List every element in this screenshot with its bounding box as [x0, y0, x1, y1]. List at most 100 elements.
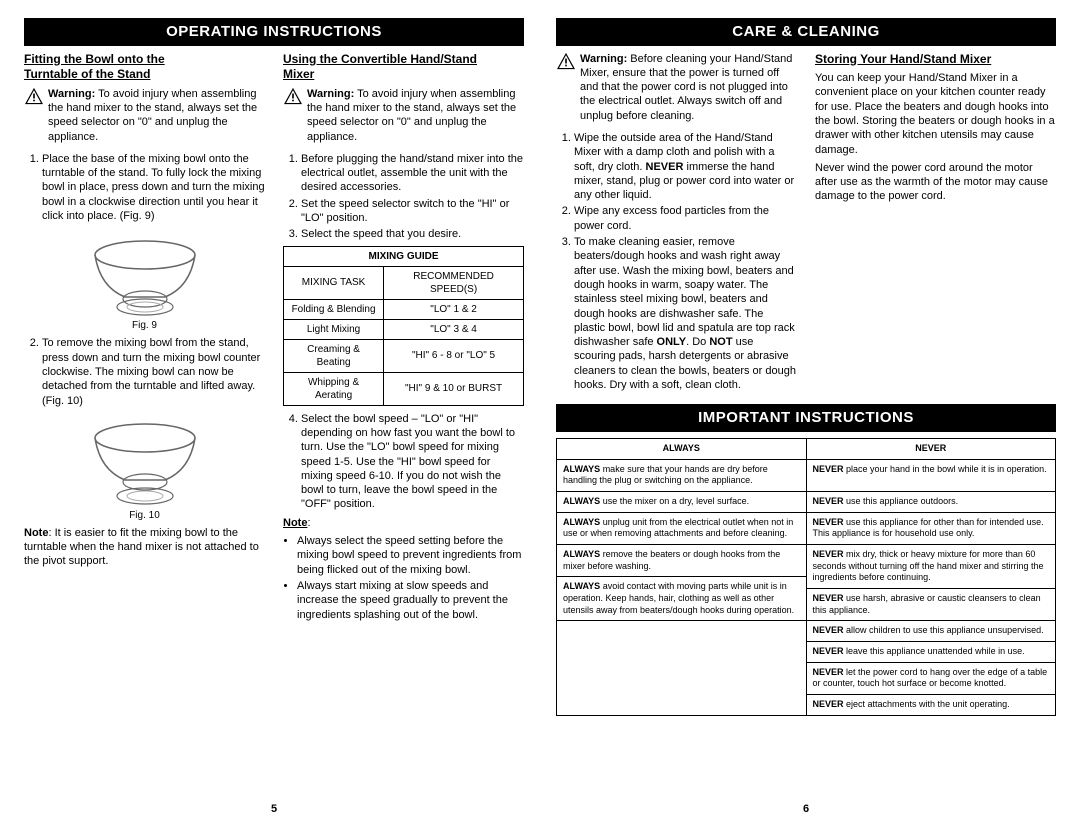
important-instructions-header: IMPORTANT INSTRUCTIONS [556, 404, 1056, 432]
mixguide-h1: MIXING TASK [284, 266, 384, 299]
never-8: NEVER let the power cord to hang over th… [806, 662, 1056, 694]
note-label: Note [24, 527, 48, 539]
heading-line2: Turntable of the Stand [24, 67, 150, 81]
always-5: ALWAYS avoid contact with moving parts w… [557, 577, 807, 621]
mixguide-r2a: Light Mixing [284, 319, 384, 339]
never-3: NEVER use this appliance for other than … [806, 512, 1056, 544]
cleaning-step-2: Wipe any excess food particles from the … [574, 204, 797, 233]
warning-text-2: Warning: To avoid injury when assembling… [307, 87, 524, 144]
using-step-1: Before plugging the hand/stand mixer int… [301, 152, 524, 195]
t: use this appliance outdoors. [844, 496, 959, 506]
warning-text-3: Warning: Before cleaning your Hand/Stand… [580, 52, 797, 123]
note-heading: Note [283, 517, 307, 529]
b: ALWAYS [563, 581, 600, 591]
b: ALWAYS [563, 517, 600, 527]
important-table: ALWAYS NEVER ALWAYS make sure that your … [556, 438, 1056, 716]
b: ALWAYS [563, 549, 600, 559]
mixguide-r3b: "HI" 6 - 8 or "LO" 5 [384, 339, 524, 372]
mixguide-r4b: "HI" 9 & 10 or BURST [384, 372, 524, 405]
using-step-4: Select the bowl speed – "LO" or "HI" dep… [301, 412, 524, 512]
warning-icon [556, 52, 576, 70]
b: NEVER [813, 464, 844, 474]
storing-p2: Never wind the power cord around the mot… [815, 161, 1056, 204]
mixguide-r1b: "LO" 1 & 2 [384, 299, 524, 319]
never-5: NEVER use harsh, abrasive or caustic cle… [806, 589, 1056, 621]
warning-block: Warning: To avoid injury when assembling… [24, 87, 265, 148]
using-step-2: Set the speed selector switch to the "HI… [301, 197, 524, 226]
t: allow children to use this appliance uns… [844, 625, 1044, 635]
using-step-3: Select the speed that you desire. [301, 227, 524, 241]
page-6: CARE & CLEANING Warning: Before cleaning… [556, 18, 1056, 816]
b: NEVER [813, 625, 844, 635]
warning-icon [24, 87, 44, 105]
b: NEVER [813, 496, 844, 506]
t: mix dry, thick or heavy mixture for more… [813, 549, 1044, 582]
note-paragraph: Note: It is easier to fit the mixing bow… [24, 526, 265, 569]
t: use harsh, abrasive or caustic cleansers… [813, 593, 1041, 615]
fig10-label: Fig. 10 [129, 510, 160, 521]
b: ALWAYS [563, 496, 600, 506]
note-body: : It is easier to fit the mixing bowl to… [24, 527, 259, 568]
using-mixer-heading: Using the Convertible Hand/Stand Mixer [283, 52, 524, 83]
not-word: NOT [709, 336, 732, 348]
t: use the mixer on a dry, level surface. [600, 496, 749, 506]
never-4: NEVER mix dry, thick or heavy mixture fo… [806, 544, 1056, 588]
always-2: ALWAYS use the mixer on a dry, level sur… [557, 491, 807, 512]
never-1: NEVER place your hand in the bowl while … [806, 459, 1056, 491]
mixguide-title: MIXING GUIDE [284, 246, 524, 266]
t: eject attachments with the unit operatin… [844, 699, 1010, 709]
heading-line2: Mixer [283, 67, 314, 81]
note-bullet-1: Always select the speed setting before t… [297, 534, 524, 577]
fitting-bowl-heading: Fitting the Bowl onto the Turntable of t… [24, 52, 265, 83]
t: use this appliance for other than for in… [813, 517, 1044, 539]
care-col-b: Storing Your Hand/Stand Mixer You can ke… [815, 52, 1056, 397]
figure-9: Fig. 9 [24, 227, 265, 332]
cleaning-steps: Wipe the outside area of the Hand/Stand … [556, 131, 797, 392]
s3mid: . Do [686, 336, 709, 348]
always-blank [557, 621, 807, 715]
step-2: To remove the mixing bowl from the stand… [42, 336, 265, 407]
mixing-guide-table: MIXING GUIDE MIXING TASK RECOMMENDED SPE… [283, 246, 524, 406]
always-3: ALWAYS unplug unit from the electrical o… [557, 512, 807, 544]
cleaning-step-1: Wipe the outside area of the Hand/Stand … [574, 131, 797, 202]
always-4: ALWAYS remove the beaters or dough hooks… [557, 544, 807, 576]
b: NEVER [813, 549, 844, 559]
fitting-bowl-column: Fitting the Bowl onto the Turntable of t… [24, 52, 265, 794]
page-number-5: 5 [24, 794, 524, 816]
b: NEVER [813, 593, 844, 603]
t: let the power cord to hang over the edge… [813, 667, 1048, 689]
left-columns: Fitting the Bowl onto the Turntable of t… [24, 52, 524, 794]
never-6: NEVER allow children to use this applian… [806, 621, 1056, 642]
care-col-a: Warning: Before cleaning your Hand/Stand… [556, 52, 797, 397]
step-1: Place the base of the mixing bowl onto t… [42, 152, 265, 223]
figure-10: Fig. 10 [24, 412, 265, 522]
always-header: ALWAYS [557, 438, 807, 459]
t: leave this appliance unattended while in… [844, 646, 1025, 656]
using-steps-4: Select the bowl speed – "LO" or "HI" dep… [283, 412, 524, 512]
warning-icon [283, 87, 303, 105]
always-1: ALWAYS make sure that your hands are dry… [557, 459, 807, 491]
b: NEVER [813, 517, 844, 527]
b: NEVER [813, 667, 844, 677]
warning-block-2: Warning: To avoid injury when assembling… [283, 87, 524, 148]
b: ALWAYS [563, 464, 600, 474]
warning-block-3: Warning: Before cleaning your Hand/Stand… [556, 52, 797, 127]
never-header: NEVER [806, 438, 1056, 459]
operating-instructions-header: OPERATING INSTRUCTIONS [24, 18, 524, 46]
note-bullets: Always select the speed setting before t… [283, 534, 524, 622]
warning-label: Warning: [48, 88, 95, 100]
only-word: ONLY [657, 336, 687, 348]
mixguide-r2b: "LO" 3 & 4 [384, 319, 524, 339]
fitting-steps: Place the base of the mixing bowl onto t… [24, 152, 265, 223]
never-7: NEVER leave this appliance unattended wh… [806, 642, 1056, 663]
fig9-label: Fig. 9 [132, 320, 157, 331]
note-bullet-2: Always start mixing at slow speeds and i… [297, 579, 524, 622]
never-word: NEVER [646, 161, 684, 173]
storing-heading: Storing Your Hand/Stand Mixer [815, 52, 1056, 68]
mixguide-h2: RECOMMENDED SPEED(S) [384, 266, 524, 299]
cleaning-step-3: To make cleaning easier, remove beaters/… [574, 235, 797, 392]
using-mixer-column: Using the Convertible Hand/Stand Mixer W… [283, 52, 524, 794]
heading-line1: Fitting the Bowl onto the [24, 52, 165, 66]
b: NEVER [813, 699, 844, 709]
b: NEVER [813, 646, 844, 656]
